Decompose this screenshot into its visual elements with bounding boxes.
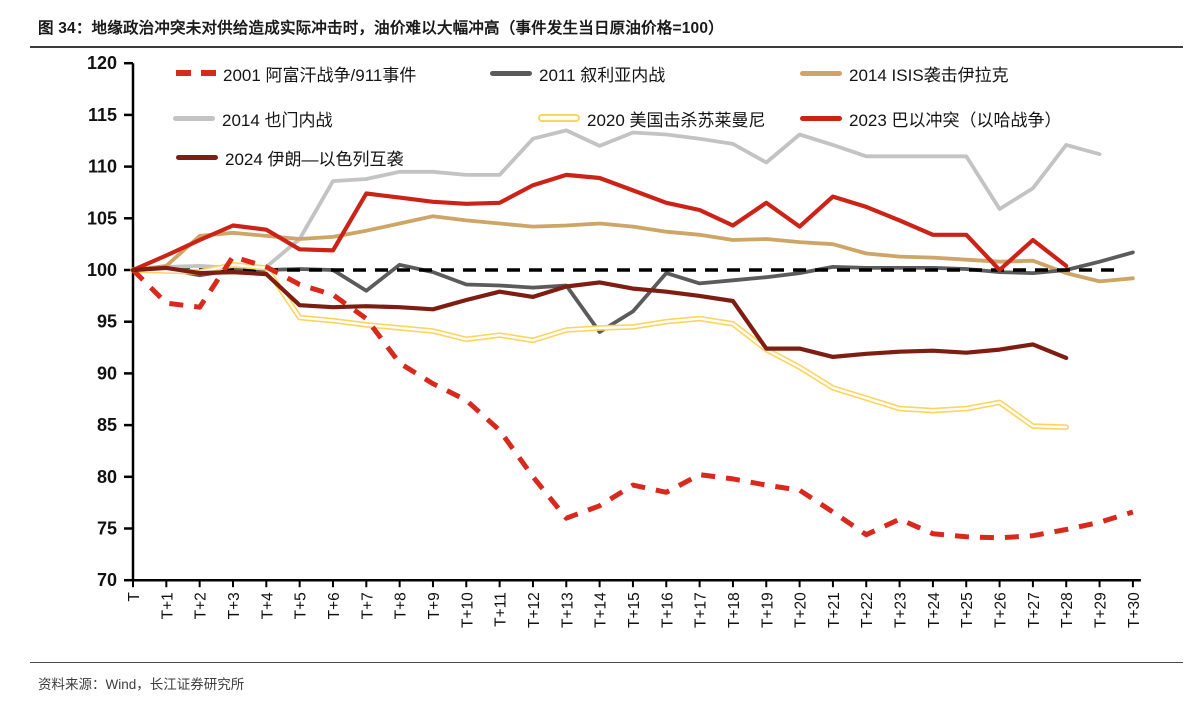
svg-text:80: 80	[97, 467, 117, 487]
legend-item-2001: 2001 阿富汗战争/911事件	[176, 62, 417, 85]
legend-item-2014-yemen: 2014 也门内战	[173, 107, 333, 130]
svg-text:T+28: T+28	[1059, 592, 1076, 628]
svg-text:T+24: T+24	[926, 592, 943, 628]
svg-text:T+26: T+26	[993, 592, 1010, 628]
legend-label: 2024 伊朗—以色列互袭	[225, 149, 404, 169]
svg-text:T+25: T+25	[959, 592, 976, 628]
svg-text:T+23: T+23	[893, 592, 910, 628]
legend-label: 2014 ISIS袭击伊拉克	[849, 65, 1009, 85]
legend-label: 2011 叙利亚内战	[539, 65, 666, 85]
svg-text:105: 105	[87, 208, 117, 228]
svg-text:115: 115	[88, 105, 117, 125]
svg-text:T+20: T+20	[793, 592, 810, 628]
svg-text:T+5: T+5	[293, 592, 310, 619]
svg-text:95: 95	[97, 312, 117, 332]
svg-text:T+11: T+11	[493, 592, 510, 627]
svg-text:T+22: T+22	[859, 592, 876, 628]
legend-swatch-2023-line	[800, 115, 842, 121]
legend-swatch-2011-line	[490, 70, 532, 76]
legend-label: 2023 巴以冲突（以哈战争）	[849, 110, 1062, 130]
svg-text:T+8: T+8	[393, 592, 410, 619]
svg-text:T+13: T+13	[559, 592, 576, 628]
svg-text:70: 70	[97, 570, 117, 590]
legend-label: 2020 美国击杀苏莱曼尼	[587, 110, 766, 130]
svg-text:T: T	[126, 592, 143, 602]
source-note: 资料来源：Wind，长江证券研究所	[30, 662, 1183, 693]
svg-text:90: 90	[97, 363, 117, 383]
svg-text:T+2: T+2	[193, 592, 210, 619]
svg-text:T+17: T+17	[693, 592, 710, 628]
svg-text:T+1: T+1	[159, 592, 176, 619]
svg-text:T+16: T+16	[659, 592, 676, 628]
figure-title: 图 34：地缘政治冲突未对供给造成实际冲击时，油价难以大幅冲高（事件发生当日原油…	[30, 10, 1183, 48]
chart-plot-svg: 70 75 80 85 90 95 100 105 110 115 120 T T+1 T+2 T+3 T+4…	[87, 53, 1143, 628]
legend-label: 2001 阿富汗战争/911事件	[223, 65, 417, 85]
legend-swatch-2020-double-line	[538, 114, 580, 122]
svg-text:T+10: T+10	[459, 592, 476, 628]
legend-swatch-2014-isis-line	[800, 70, 842, 76]
legend-swatch-2001-dashed-line	[176, 70, 216, 76]
legend-item-2023: 2023 巴以冲突（以哈战争）	[800, 107, 1062, 130]
svg-text:T+12: T+12	[526, 592, 543, 628]
svg-text:T+21: T+21	[826, 592, 843, 628]
svg-text:T+18: T+18	[726, 592, 743, 628]
svg-text:100: 100	[87, 260, 117, 280]
svg-text:T+14: T+14	[593, 592, 610, 628]
svg-text:120: 120	[87, 53, 117, 73]
svg-text:T+7: T+7	[359, 592, 376, 619]
svg-text:T+6: T+6	[326, 592, 343, 619]
svg-text:T+27: T+27	[1026, 592, 1043, 628]
svg-text:75: 75	[97, 519, 117, 539]
legend-label: 2014 也门内战	[222, 110, 333, 130]
svg-text:T+4: T+4	[259, 592, 276, 620]
svg-text:85: 85	[97, 415, 117, 435]
line-chart: 70 75 80 85 90 95 100 105 110 115 120 T T+1 T+2 T+3 T+4…	[87, 53, 1143, 628]
svg-text:T+30: T+30	[1126, 592, 1143, 628]
legend-swatch-2024-line	[176, 154, 218, 160]
svg-text:T+19: T+19	[759, 592, 776, 628]
svg-text:T+15: T+15	[626, 592, 643, 628]
svg-text:T+9: T+9	[426, 592, 443, 619]
svg-text:T+29: T+29	[1093, 592, 1110, 628]
legend-item-2014-isis: 2014 ISIS袭击伊拉克	[800, 62, 1009, 85]
legend-swatch-2014-yemen-line	[173, 115, 215, 121]
legend-item-2024: 2024 伊朗—以色列互袭	[176, 146, 404, 169]
legend-item-2020: 2020 美国击杀苏莱曼尼	[538, 107, 766, 130]
legend-item-2011: 2011 叙利亚内战	[490, 62, 666, 85]
svg-text:T+3: T+3	[226, 592, 243, 619]
svg-text:110: 110	[88, 157, 117, 177]
